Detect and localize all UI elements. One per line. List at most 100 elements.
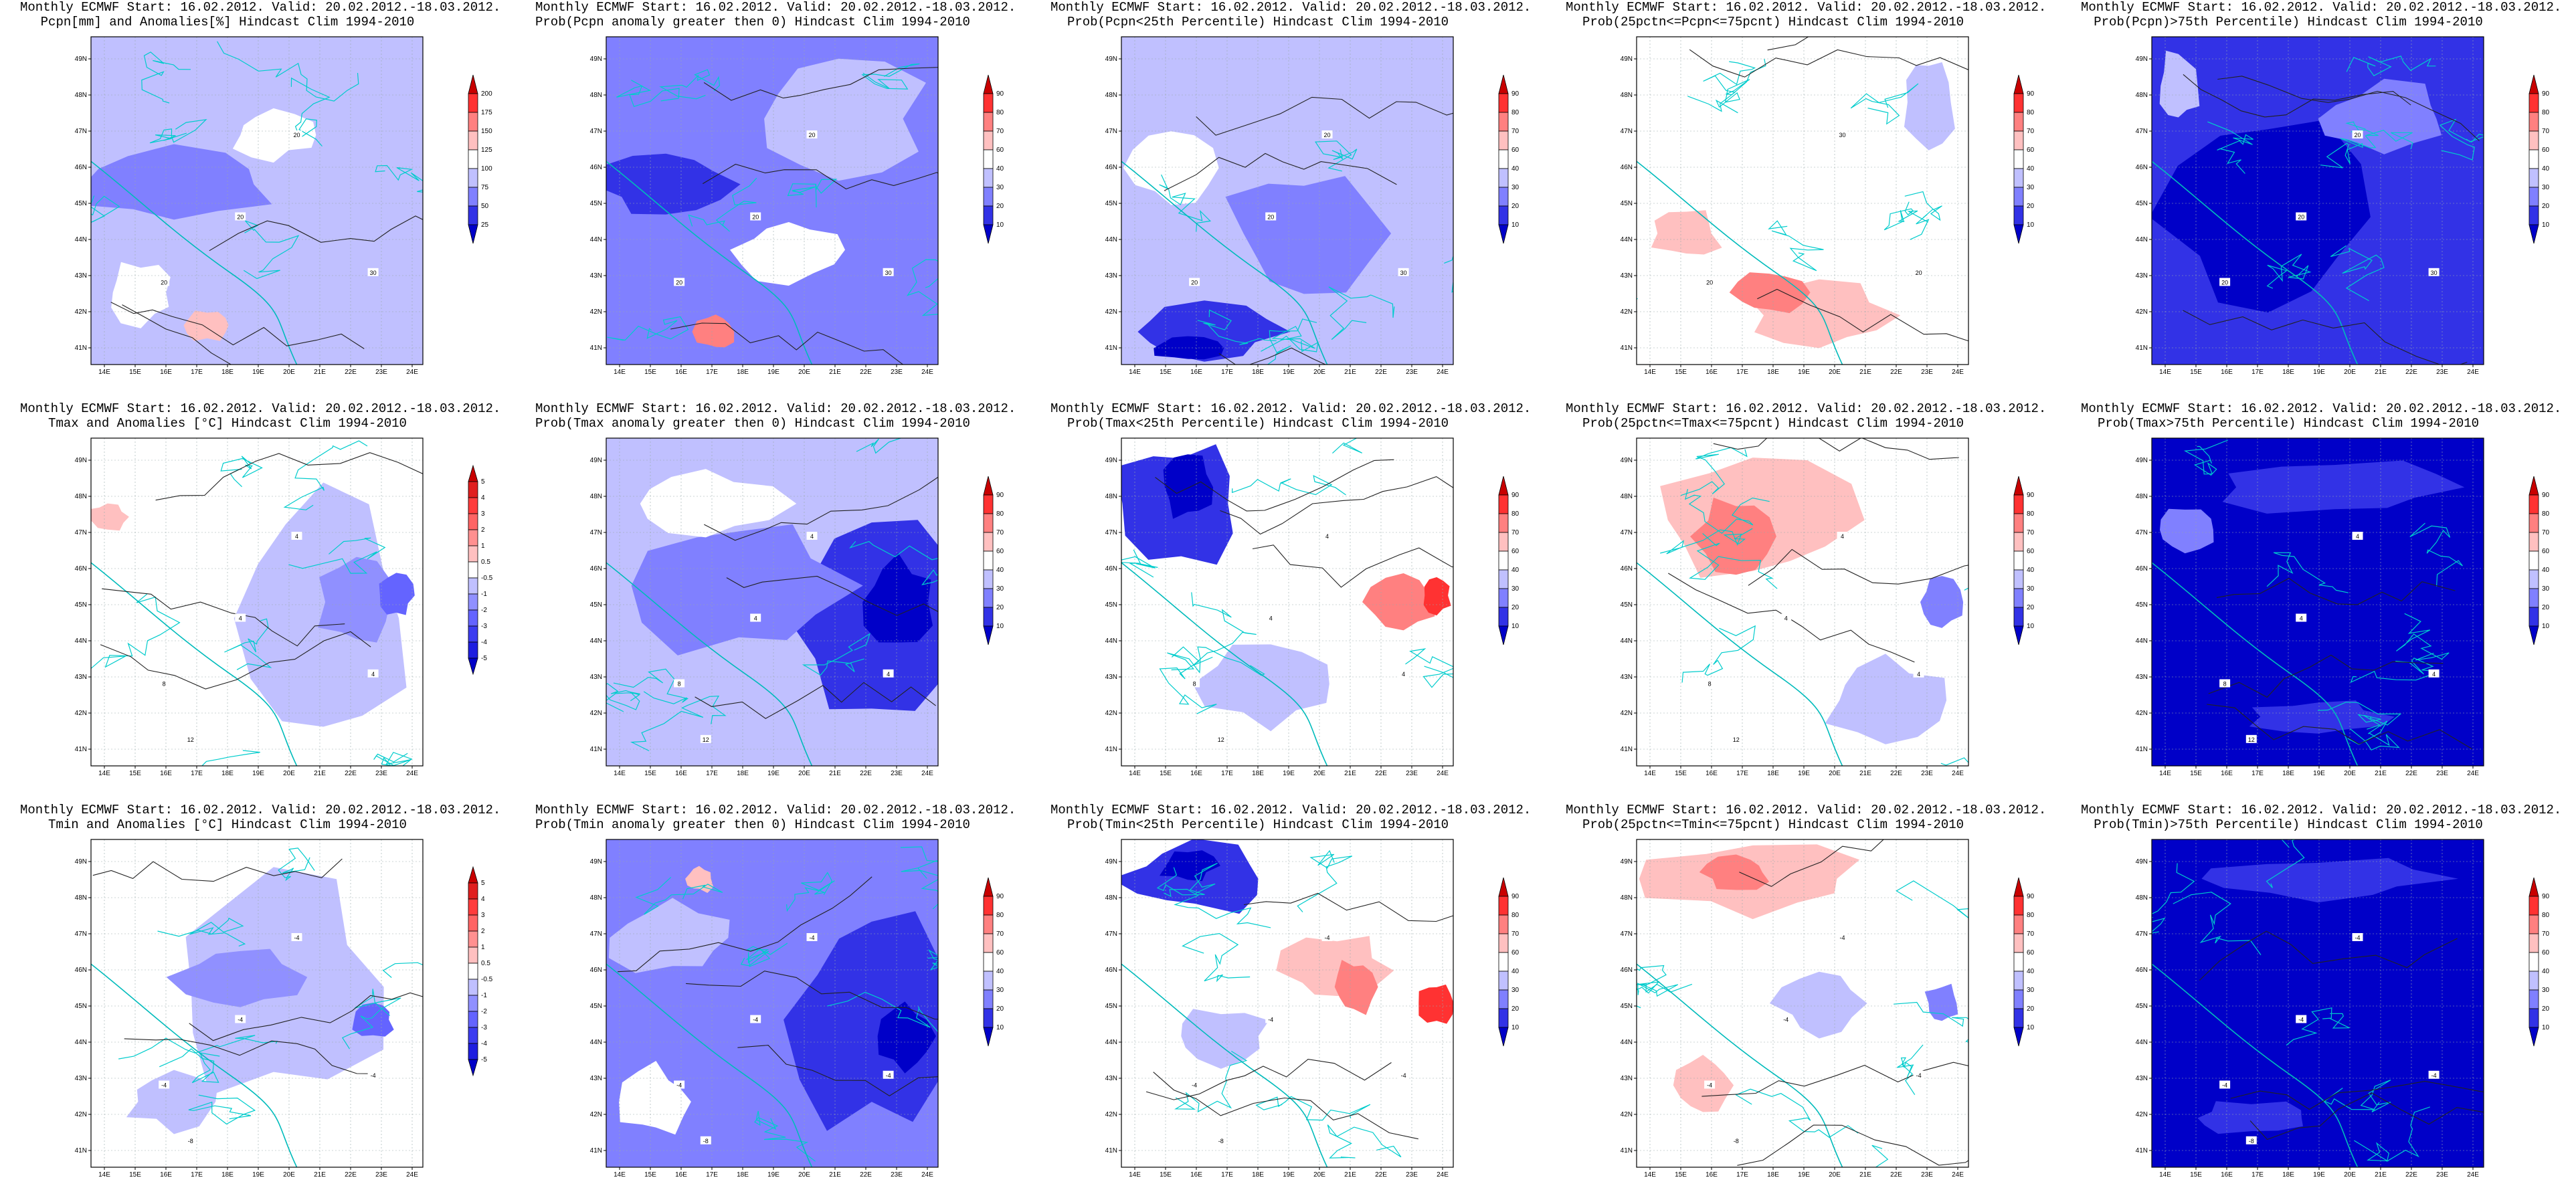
border-line [2345, 121, 2413, 150]
x-tick-label: 14E [2159, 770, 2171, 777]
border-line [373, 752, 413, 766]
y-tick-label: 48N [1621, 493, 1633, 500]
contour-label: -4 [886, 1072, 891, 1079]
contour-label: 20 [2298, 214, 2304, 221]
map-figure: 8 4 4 4 12 14E 15E 16E 17E 18E 19E 20E 21E 22E 23E 24E 4… [1621, 437, 2035, 777]
colorbar-bottom-arrow [2013, 1027, 2024, 1047]
colorbar-level-label: 10 [2542, 1024, 2550, 1031]
y-tick-label: 47N [2136, 930, 2148, 938]
x-tick-label: 22E [2405, 1171, 2417, 1179]
y-tick-label: 41N [75, 344, 87, 352]
x-tick-label: 16E [1190, 369, 1202, 376]
y-tick-label: 44N [1621, 236, 1633, 243]
x-tick-label: 16E [2221, 770, 2233, 777]
coastline [2152, 562, 2359, 766]
contour-label: 8 [163, 681, 166, 688]
border-line [616, 80, 680, 108]
colorbar-level-label: 30 [2542, 184, 2550, 191]
border-line [607, 316, 689, 341]
y-tick-label: 46N [1105, 967, 1117, 974]
panel-title-line1: Monthly ECMWF Start: 16.02.2012. Valid: … [1566, 401, 2047, 416]
y-tick-label: 46N [75, 164, 87, 171]
anomaly-field [91, 503, 129, 531]
border-line [1156, 862, 1218, 896]
border-line [2350, 658, 2440, 684]
colorbar-level-label: 60 [2542, 949, 2550, 957]
colorbar-level-label: 30 [996, 184, 1004, 191]
contour-label: 30 [2431, 270, 2437, 276]
contour-label: 4 [2356, 533, 2359, 540]
colorbar-swatch [1498, 205, 1509, 225]
x-tick-label: 15E [1160, 770, 1172, 777]
colorbar-swatch [983, 933, 994, 953]
x-tick-label: 19E [2313, 770, 2325, 777]
x-tick-label: 20E [1829, 369, 1841, 376]
colorbar-swatch [468, 205, 478, 225]
x-tick-label: 17E [1221, 369, 1233, 376]
colorbar-bottom-arrow [2013, 224, 2024, 244]
colorbar-level-label: 75 [481, 184, 489, 191]
x-tick-label: 20E [2344, 369, 2356, 376]
y-tick-label: 49N [1621, 457, 1633, 464]
map-frame [606, 839, 939, 1168]
contour-label: 4 [1841, 533, 1844, 540]
colorbar-level-label: 20 [2027, 604, 2035, 611]
colorbar-swatch [983, 896, 994, 916]
colorbar-bottom-arrow [468, 224, 478, 244]
y-tick-label: 41N [2136, 1147, 2148, 1155]
colorbar-swatch [2528, 914, 2539, 934]
colorbar-swatch [468, 577, 478, 595]
colorbar-level-label: 10 [996, 221, 1004, 229]
colorbar-level-label: 125 [481, 146, 492, 154]
x-tick-label: 24E [406, 1171, 418, 1179]
colorbar-level-label: 5 [481, 478, 485, 486]
contour-label-bg [750, 1015, 761, 1023]
border-line [1850, 83, 1919, 125]
colorbar-swatch [2013, 187, 2024, 207]
colorbar-top-arrow [1498, 476, 1509, 496]
colorbar-level-label: 30 [996, 585, 1004, 593]
colorbar-swatch [1498, 971, 1509, 991]
x-tick-label: 19E [2313, 1171, 2325, 1179]
contour-label-bg [1189, 278, 1200, 286]
x-tick-label: 16E [2221, 1171, 2233, 1179]
panel-title-line2: Prob(Tmax anomaly greater then 0) Hindca… [535, 416, 970, 431]
contour-label: 20 [752, 214, 759, 221]
border-line [1660, 528, 1753, 555]
x-tick-label: 22E [2405, 369, 2417, 376]
colorbar-swatch [983, 494, 994, 514]
y-tick-label: 49N [75, 858, 87, 866]
contour-label-bg [1321, 532, 1333, 540]
x-tick-label: 23E [1921, 1171, 1933, 1179]
contour-label: 4 [810, 533, 814, 540]
border-line [659, 69, 721, 100]
anomaly-field [2222, 460, 2465, 514]
y-tick-label: 45N [75, 1003, 87, 1010]
contour-label-bg [2296, 1015, 2307, 1023]
border-line [1940, 757, 1968, 766]
map-figure: 20 20 30 20 14E 15E 16E 17E 18E 19E 20E 21E 22E 23E 24… [590, 36, 1004, 376]
map-panel: Monthly ECMWF Start: 16.02.2012. Valid: … [515, 803, 1030, 1204]
colorbar-level-label: 30 [1511, 184, 1520, 191]
contour-label-bg [1913, 669, 1924, 678]
border-line [91, 593, 181, 670]
colorbar-swatch [2528, 168, 2539, 188]
border-line [91, 195, 120, 223]
colorbar-swatch [468, 625, 478, 643]
panel-title-line1: Monthly ECMWF Start: 16.02.2012. Valid: … [2081, 401, 2562, 416]
y-tick-label: 46N [590, 565, 602, 573]
contour-line [102, 588, 345, 647]
y-tick-label: 49N [1105, 56, 1117, 63]
y-tick-label: 43N [1621, 272, 1633, 280]
contour-label: 4 [887, 671, 890, 678]
colorbar-top-arrow [2528, 476, 2539, 496]
y-tick-label: 47N [590, 529, 602, 536]
y-tick-label: 42N [2136, 710, 2148, 717]
colorbar-swatch [2013, 933, 2024, 953]
x-tick-label: 19E [252, 770, 264, 777]
colorbar-swatch [1498, 550, 1509, 571]
contour-label-bg [750, 212, 761, 221]
colorbar-level-label: 20 [2542, 1005, 2550, 1013]
x-tick-label: 22E [860, 369, 872, 376]
colorbar-level-label: 40 [996, 968, 1004, 975]
